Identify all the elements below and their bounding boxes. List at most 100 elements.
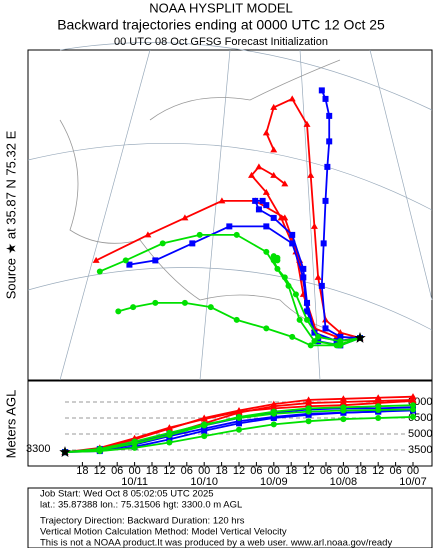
trajectory-point <box>152 299 159 306</box>
x-tick-label: 00 <box>407 465 419 477</box>
height-point <box>131 444 138 451</box>
x-tick-label: 12 <box>372 465 384 477</box>
trajectory-point <box>311 338 318 345</box>
height-point <box>166 429 173 436</box>
trajectory-point <box>304 308 311 315</box>
height-point <box>340 407 347 414</box>
trajectory-point <box>281 180 289 187</box>
x-tick-label: 06 <box>389 465 401 477</box>
height-point <box>339 395 347 402</box>
trajectory-point <box>218 197 226 204</box>
trajectory-point <box>307 171 315 178</box>
height-point <box>409 397 417 404</box>
trajectory-point <box>320 240 327 247</box>
trajectory-point <box>324 163 331 170</box>
trajectory-point <box>270 214 277 221</box>
trajectory-point <box>296 316 303 323</box>
trajectory-point <box>181 299 188 306</box>
date-label: 10/07 <box>399 476 427 488</box>
date-label: 10/08 <box>330 476 358 488</box>
trajectory-point <box>252 197 259 204</box>
trajectory-point <box>126 261 133 268</box>
trajectory-point <box>289 231 296 238</box>
trajectory-point <box>274 265 281 272</box>
trajectory-point <box>304 316 311 323</box>
trajectory-point <box>196 231 203 238</box>
info-line: This is not a NOAA product.It was produc… <box>40 538 392 548</box>
trajectory-point <box>248 171 256 178</box>
trajectory-point <box>333 342 340 349</box>
subtitle: Backward trajectories ending at 0000 UTC… <box>57 17 385 33</box>
source-height: 3300 <box>26 443 50 455</box>
height-point <box>96 445 103 452</box>
y-tick-label: 3500 <box>408 444 432 456</box>
x-tick-label: 12 <box>163 465 175 477</box>
x-tick-label: 06 <box>250 465 262 477</box>
x-tick-label: 12 <box>94 465 106 477</box>
height-point <box>236 418 242 425</box>
trajectory-point <box>262 188 270 195</box>
height-axis-label: Meters AGL <box>3 390 18 459</box>
height-point <box>410 402 416 409</box>
height-point <box>201 425 208 432</box>
height-point <box>305 408 312 415</box>
trajectory-point <box>277 214 285 221</box>
trajectory-point <box>318 87 325 94</box>
trajectory-point <box>289 240 296 247</box>
trajectory-point <box>326 112 333 119</box>
trajectory-point <box>226 223 233 230</box>
trajectory-point <box>310 222 318 229</box>
trajectory-point <box>337 338 344 345</box>
trajectory-point <box>304 299 311 306</box>
trajectory-point <box>233 231 240 238</box>
height-point <box>201 433 208 440</box>
trajectory-point <box>270 171 278 178</box>
trajectory-point <box>96 268 103 275</box>
height-point <box>236 415 242 421</box>
x-tick-label: 06 <box>111 465 123 477</box>
trajectory-point <box>263 325 270 332</box>
height-point <box>305 399 313 406</box>
info-line: Job Start: Wed Oct 8 05:02:05 UTC 2025 <box>40 489 214 500</box>
trajectory-point <box>289 333 296 340</box>
trajectory-point <box>274 257 281 264</box>
height-point <box>305 396 313 403</box>
height-point <box>339 398 347 405</box>
x-tick-label: 18 <box>355 465 367 477</box>
trajectory-point <box>181 214 189 221</box>
trajectory-point <box>292 291 299 298</box>
trajectory-point <box>322 95 329 102</box>
date-label: 10/09 <box>260 476 288 488</box>
trajectory-point <box>322 325 329 332</box>
trajectory-point <box>144 231 152 238</box>
trajectory-point <box>263 223 270 230</box>
height-point <box>201 421 208 428</box>
info-line: Vertical Motion Calculation Method: Mode… <box>40 527 287 538</box>
date-label: 10/10 <box>190 476 218 488</box>
info-line: Trajectory Direction: Backward Duration:… <box>40 516 245 527</box>
x-tick-label: 00 <box>198 465 210 477</box>
graticule <box>27 42 433 381</box>
x-tick-label: 12 <box>233 465 245 477</box>
trajectory-point <box>262 129 270 136</box>
height-point <box>166 439 173 446</box>
height-point <box>166 436 173 443</box>
trajectory-point <box>337 333 344 340</box>
trajectory-point <box>233 316 240 323</box>
height-point <box>270 421 277 428</box>
height-point <box>270 413 277 420</box>
trajectory-point <box>259 197 266 204</box>
trajectory-point <box>322 197 329 204</box>
trajectory-point <box>159 240 166 247</box>
trajectory-point <box>207 304 214 311</box>
height-point <box>340 416 347 423</box>
trajectory-point <box>270 103 278 110</box>
trajectory-point <box>326 138 333 145</box>
trajectory-point <box>263 202 270 209</box>
trajectory-point <box>255 163 263 170</box>
trajectory-point <box>288 95 296 102</box>
trajectory-point <box>300 265 307 272</box>
trajectory-point <box>115 308 122 315</box>
trajectory-point <box>92 256 100 263</box>
